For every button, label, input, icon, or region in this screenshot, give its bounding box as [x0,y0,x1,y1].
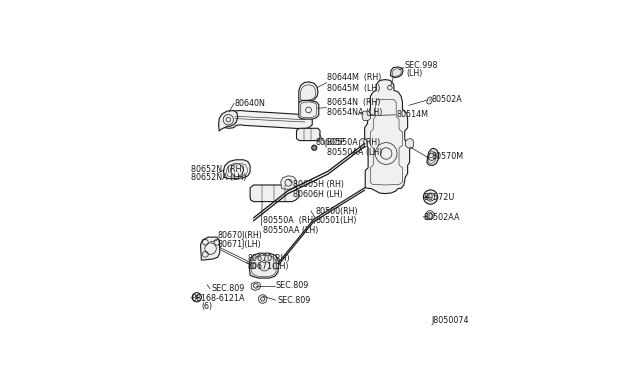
Polygon shape [299,82,318,102]
Polygon shape [426,211,434,220]
Polygon shape [296,128,320,141]
Circle shape [250,263,256,269]
Text: 80502A: 80502A [432,95,463,104]
Text: 80570M: 80570M [432,153,464,161]
Polygon shape [365,80,410,193]
Circle shape [259,295,267,303]
Text: 80550AA (LH): 80550AA (LH) [262,226,318,235]
Polygon shape [222,110,312,129]
Text: 80606H (LH): 80606H (LH) [293,190,343,199]
Text: 80644M  (RH): 80644M (RH) [328,73,382,82]
Text: 80640N: 80640N [235,99,266,108]
Text: 80605H (RH): 80605H (RH) [293,180,344,189]
Text: 80670J(RH): 80670J(RH) [218,231,262,240]
Text: SEC.998: SEC.998 [404,61,438,70]
Text: 80514M: 80514M [396,110,428,119]
Polygon shape [362,111,371,121]
Text: 80670(RH): 80670(RH) [247,254,290,263]
Text: 80652N  (RH): 80652N (RH) [191,165,244,174]
Text: SEC.809: SEC.809 [276,281,309,290]
Polygon shape [252,282,260,291]
Polygon shape [427,148,438,166]
Text: 80671(LH): 80671(LH) [247,262,289,271]
Text: (6): (6) [202,302,212,311]
Text: 80572U: 80572U [424,193,455,202]
Polygon shape [281,176,296,189]
Text: 80550A  (RH): 80550A (RH) [262,216,316,225]
Polygon shape [390,67,403,78]
Text: J8050074: J8050074 [432,316,469,325]
Text: 80645M  (LH): 80645M (LH) [328,84,381,93]
Text: 80502AA: 80502AA [424,212,460,222]
Text: 80652NA (LH): 80652NA (LH) [191,173,246,182]
Text: 80550AA (LH): 80550AA (LH) [328,148,383,157]
Text: 80605F: 80605F [315,138,345,147]
Polygon shape [299,100,319,119]
Circle shape [273,263,279,269]
Circle shape [312,145,317,150]
Text: SEC.809: SEC.809 [211,284,244,293]
Circle shape [424,190,438,204]
Text: 80550A  (RH): 80550A (RH) [328,138,381,147]
Text: (LH): (LH) [407,69,423,78]
Polygon shape [405,139,413,148]
Text: 80500(RH): 80500(RH) [315,207,358,216]
Polygon shape [360,139,367,148]
Text: SEC.809: SEC.809 [277,296,310,305]
Text: 08168-6121A: 08168-6121A [192,294,246,303]
Polygon shape [219,110,238,131]
Text: 80654NA (LH): 80654NA (LH) [328,108,383,117]
Polygon shape [223,160,250,179]
Text: S: S [195,295,199,300]
Text: 80654N  (RH): 80654N (RH) [328,98,381,107]
Polygon shape [427,97,432,104]
Polygon shape [249,253,279,278]
Polygon shape [250,185,299,202]
Polygon shape [200,237,220,260]
Text: 80501(LH): 80501(LH) [315,216,356,225]
Text: 80671J(LH): 80671J(LH) [218,240,262,249]
